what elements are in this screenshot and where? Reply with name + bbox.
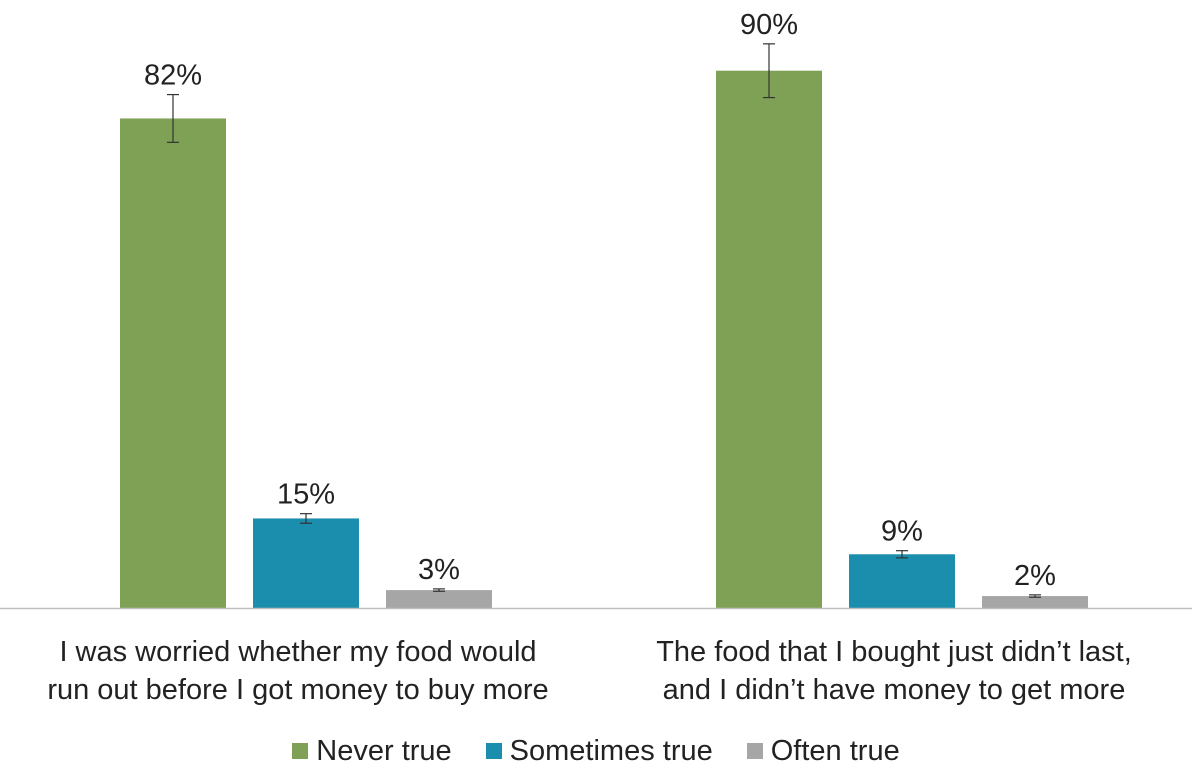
data-label-often-true-2: 2%	[1014, 560, 1056, 592]
legend-label-often-true: Often true	[770, 734, 900, 767]
bar-sometimes-true-2	[849, 554, 955, 608]
category-label-2: The food that I bought just didn’t last,…	[596, 633, 1192, 709]
data-label-often-true-1: 3%	[418, 554, 460, 586]
category-label-1: I was worried whether my food would run …	[0, 633, 596, 709]
category-label-2-line-2: and I didn’t have money to get more	[662, 674, 1126, 706]
legend: Never true Sometimes true Often true	[0, 733, 1192, 769]
data-label-never-true-1: 82%	[144, 60, 202, 92]
data-label-sometimes-true-2: 9%	[881, 516, 923, 548]
data-label-sometimes-true-1: 15%	[277, 479, 335, 511]
legend-swatch-often-true	[746, 743, 763, 759]
legend-swatch-never-true	[292, 743, 309, 759]
bar-never-true-1	[120, 118, 226, 609]
legend-item-sometimes-true: Sometimes true	[485, 734, 713, 768]
legend-swatch-sometimes-true	[485, 743, 502, 759]
legend-item-never-true: Never true	[292, 734, 452, 768]
bar-often-true-2	[982, 596, 1088, 608]
bar-often-true-1	[386, 590, 492, 608]
bar-never-true-2	[716, 70, 822, 608]
category-label-1-line-1: I was worried whether my food would	[59, 636, 537, 668]
legend-item-often-true: Often true	[746, 734, 900, 768]
category-label-1-line-2: run out before I got money to buy more	[47, 674, 549, 706]
chart-plot-area: 82% 90% 15% 9% 3% 2%	[0, 9, 1192, 610]
legend-label-never-true: Never true	[316, 734, 452, 767]
bar-sometimes-true-1	[253, 518, 359, 608]
legend-label-sometimes-true: Sometimes true	[509, 734, 713, 767]
data-label-never-true-2: 90%	[740, 9, 798, 41]
category-label-2-line-1: The food that I bought just didn’t last,	[656, 636, 1132, 668]
